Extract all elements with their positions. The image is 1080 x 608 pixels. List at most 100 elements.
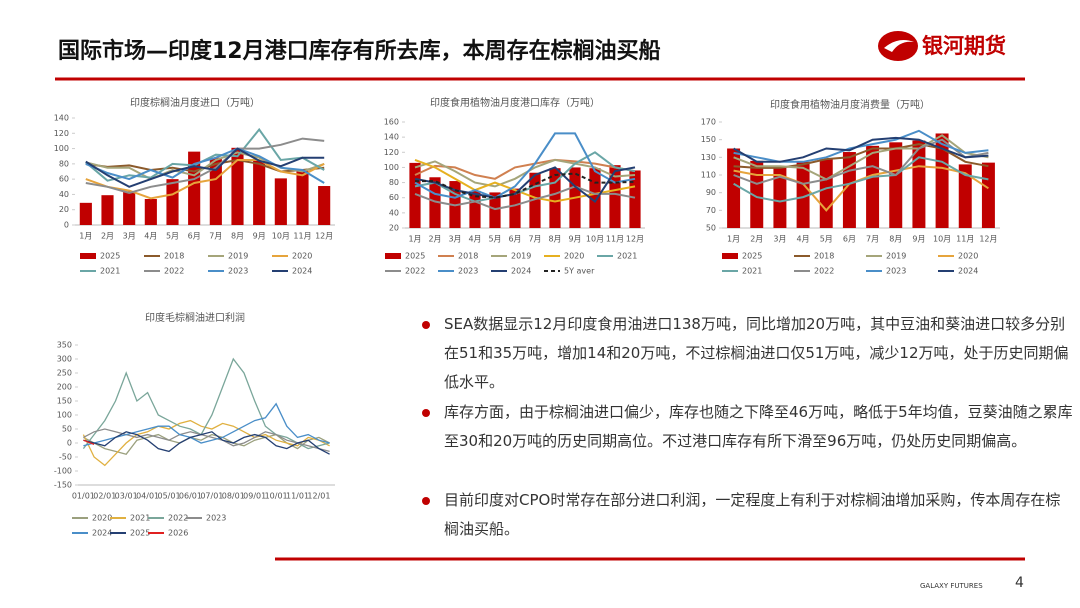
x-tick-label: 02/01	[93, 492, 116, 501]
y-tick-label: 20	[389, 224, 399, 233]
series-line	[82, 357, 330, 450]
bar	[935, 133, 949, 228]
y-tick-label: 0	[64, 221, 69, 230]
bar	[296, 170, 309, 225]
x-tick-label: 12/01	[307, 492, 330, 501]
bar	[529, 172, 541, 228]
x-tick-label: 4月	[468, 235, 481, 244]
bar	[819, 159, 833, 228]
series-line	[83, 431, 330, 455]
series-line	[85, 159, 325, 200]
legend-label: 2025	[100, 252, 120, 261]
bar	[274, 178, 287, 225]
footer-brand: GALAXY FUTURES	[920, 582, 983, 590]
legend-label: 2024	[292, 267, 312, 276]
x-tick-label: 04/01	[136, 492, 159, 501]
legend-label: 2025	[405, 252, 425, 261]
x-tick-label: 7月	[209, 232, 222, 241]
series-line	[414, 158, 636, 180]
x-tick-label: 4月	[797, 235, 810, 244]
y-tick-label: 300	[57, 355, 72, 364]
bar	[866, 145, 880, 228]
y-tick-label: 50	[62, 425, 72, 434]
slide-title: 国际市场—印度12月港口库存有所去库，本周存在棕榈油买船	[58, 38, 661, 64]
x-tick-label: 1月	[79, 232, 92, 241]
bar	[253, 160, 266, 225]
legend-label: 2021	[617, 252, 637, 261]
bar	[489, 192, 501, 228]
chart-title: 印度毛棕榈油进口利润	[145, 311, 245, 324]
legend-label: 2019	[228, 252, 248, 261]
y-tick-label: 350	[57, 341, 72, 350]
y-tick-label: 60	[59, 175, 69, 184]
y-tick-label: 50	[706, 224, 716, 233]
x-tick-label: 08/01	[222, 492, 245, 501]
legend-label: 2024	[511, 267, 531, 276]
series-line	[414, 132, 636, 199]
chart-title: 印度食用植物油月度消费量（万吨）	[770, 98, 930, 111]
legend-label: 2018	[458, 252, 478, 261]
legend-label: 2019	[511, 252, 531, 261]
y-tick-label: 120	[54, 129, 69, 138]
legend-label: 2018	[164, 252, 184, 261]
x-tick-label: 9月	[568, 235, 581, 244]
x-tick-label: 10月	[272, 232, 290, 241]
page-number: 4	[1015, 575, 1024, 591]
y-tick-label: 20	[59, 205, 69, 214]
x-tick-label: 06/01	[179, 492, 202, 501]
y-tick-label: 110	[701, 171, 716, 180]
legend-label: 2020	[564, 252, 584, 261]
y-tick-label: 140	[54, 114, 69, 123]
bar	[429, 177, 441, 228]
series-line	[414, 158, 636, 188]
legend-label: 2025	[742, 252, 762, 261]
legend-label: 2020	[92, 514, 112, 523]
y-tick-label: 40	[389, 208, 399, 217]
bar	[750, 160, 764, 228]
bar	[981, 162, 995, 228]
x-tick-label: 05/01	[157, 492, 180, 501]
series-line	[82, 419, 330, 467]
series-line	[733, 138, 989, 185]
legend-label: 2023	[206, 514, 226, 523]
x-tick-label: 2月	[750, 235, 763, 244]
legend-label: 2022	[405, 267, 425, 276]
bar	[469, 190, 481, 228]
series-line	[733, 156, 989, 203]
series-line	[733, 129, 989, 163]
x-tick-label: 9月	[912, 235, 925, 244]
bar	[209, 157, 222, 225]
x-tick-label: 3月	[123, 232, 136, 241]
y-tick-label: 100	[384, 163, 399, 172]
series-line	[85, 137, 325, 194]
legend-label: 2022	[814, 267, 834, 276]
y-tick-label: 120	[384, 148, 399, 157]
y-tick-label: 160	[384, 118, 399, 127]
y-tick-label: 100	[57, 411, 72, 420]
logo-swoosh	[884, 40, 914, 52]
x-tick-label: 8月	[889, 235, 902, 244]
series-line	[414, 151, 636, 203]
bar	[79, 202, 92, 225]
chart-title: 印度食用植物油月度港口库存（万吨）	[430, 96, 600, 109]
series-line	[83, 402, 330, 447]
legend-label: 2025	[130, 529, 150, 538]
legend-label: 2020	[958, 252, 978, 261]
x-tick-label: 11/01	[286, 492, 309, 501]
x-tick-label: 6月	[843, 235, 856, 244]
bar	[144, 199, 157, 225]
legend-label: 2026	[168, 529, 188, 538]
series-line	[733, 165, 989, 212]
series-line	[83, 439, 95, 446]
y-tick-label: 80	[59, 159, 69, 168]
x-tick-label: 10月	[586, 235, 604, 244]
x-tick-label: 01/01	[72, 492, 95, 501]
x-tick-label: 12月	[979, 235, 997, 244]
y-tick-label: 70	[706, 206, 716, 215]
x-tick-label: 10月	[933, 235, 951, 244]
x-tick-label: 3月	[448, 235, 461, 244]
x-tick-label: 03/01	[115, 492, 138, 501]
bar	[773, 166, 787, 228]
chart-title: 印度棕榈油月度进口（万吨）	[130, 96, 260, 109]
y-tick-label: 140	[384, 133, 399, 142]
